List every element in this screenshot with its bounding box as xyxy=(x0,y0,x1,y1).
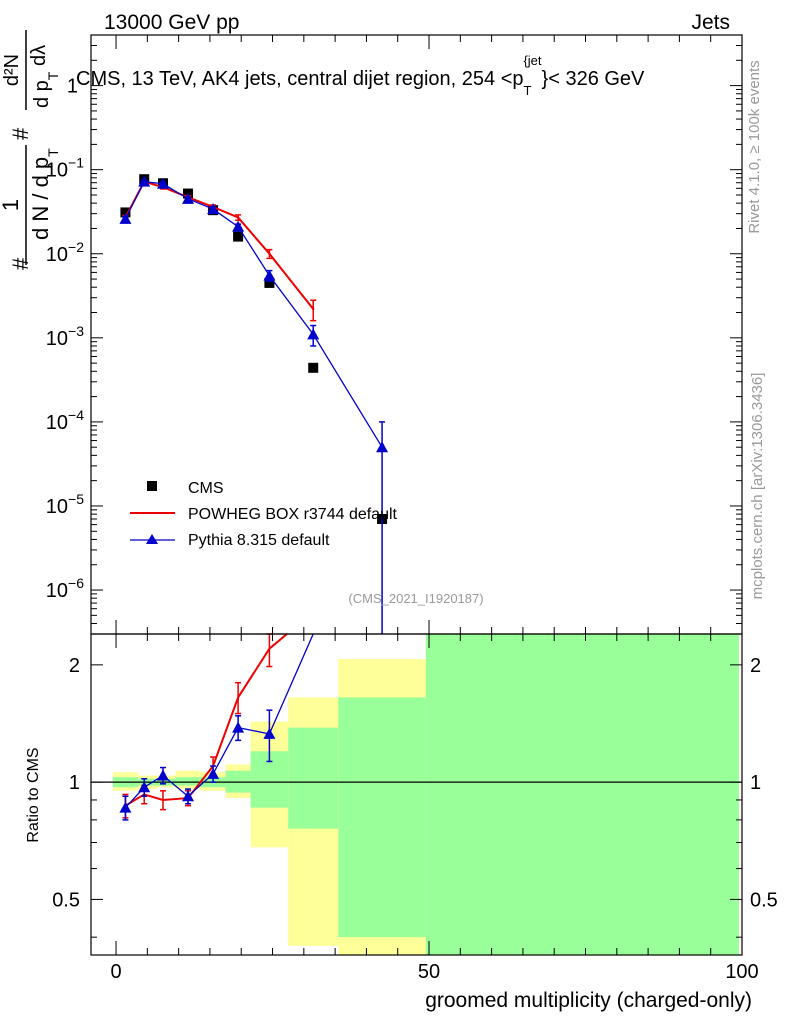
data-point-pythia xyxy=(232,220,245,232)
ratio-point-pythia xyxy=(156,769,169,781)
data-point-cms xyxy=(264,277,275,288)
chart-title-main: CMS, 13 TeV, AK4 jets, central dijet reg… xyxy=(76,68,524,90)
ratio-panel-frame xyxy=(90,633,743,956)
main-ytick-label-base: 10 xyxy=(46,328,68,350)
ratio-band-stat xyxy=(175,777,201,786)
main-ytick-label-one: 1 xyxy=(67,76,78,98)
legend-label-pythia: Pythia 8.315 default xyxy=(188,532,330,549)
main-ylabel-rhs-den: d pT xyxy=(31,71,61,108)
ratio-series-line-1 xyxy=(124,633,314,809)
ratio-band-stat xyxy=(338,697,426,938)
main-ytick-label: 10−5 xyxy=(46,491,84,518)
data-point-cms xyxy=(308,362,319,373)
ratio-ytick-label-right: 0.5 xyxy=(750,889,778,911)
chart-title-sub: T xyxy=(524,83,532,98)
chart-title: CMS, 13 TeV, AK4 jets, central dijet reg… xyxy=(76,53,645,98)
ratio-band-stat xyxy=(425,634,739,955)
data-point-pythia xyxy=(263,269,276,281)
legend: CMS POWHEG BOX r3744 default Pythia 8.31… xyxy=(130,480,398,549)
data-point-pythia xyxy=(307,328,320,340)
main-ytick-label-exp: −5 xyxy=(68,491,84,507)
ratio-band-stat xyxy=(288,727,339,829)
main-ylabel-rhs-den-sub: T xyxy=(45,71,61,80)
ratio-series-line-0 xyxy=(124,633,288,807)
main-ylabel-rhs-num: d²N xyxy=(1,54,23,86)
ratio-ytick-label-left: 0.5 xyxy=(52,889,80,911)
data-point-pythia xyxy=(138,175,151,187)
ratio-point-pythia xyxy=(232,721,245,733)
data-point-pythia xyxy=(207,203,220,215)
data-point-pythia xyxy=(156,177,169,189)
main-ytick-label-base: 10 xyxy=(46,580,68,602)
ratio-series xyxy=(119,633,314,821)
legend-label-cms: CMS xyxy=(188,480,224,497)
ratio-xtick-label: 100 xyxy=(725,961,758,983)
main-ylabel-rhs-den-text: d p xyxy=(31,80,53,108)
ratio-point-pythia xyxy=(119,801,132,813)
main-panel-series xyxy=(119,174,389,634)
main-ytick-label-exp: −6 xyxy=(68,575,84,591)
main-ytick-label: 10−3 xyxy=(46,323,84,350)
main-ytick-label: 10−2 xyxy=(46,239,84,266)
ratio-uncertainty-bands xyxy=(91,634,742,955)
main-ytick-label-base: 10 xyxy=(46,160,68,182)
ratio-xtick-label: 50 xyxy=(418,961,440,983)
main-ylabel-den-text: d N / d p xyxy=(28,157,53,240)
data-point-powheg xyxy=(312,307,315,311)
ratio-ytick-label-right: 2 xyxy=(750,655,761,677)
main-ylabel-den-sub: T xyxy=(45,148,61,157)
mcplots-label: mcplots.cern.ch [arXiv:1306.3436] xyxy=(749,373,766,600)
main-ytick-label-exp: −3 xyxy=(68,323,84,339)
main-ylabel: # 1 d N / d pT # d²N d pT dλ xyxy=(0,30,61,270)
main-ytick-label-base: 10 xyxy=(46,412,68,434)
main-ytick-label: 10−4 xyxy=(46,407,84,434)
ratio-point-pythia xyxy=(263,727,276,739)
main-ylabel-num: 1 xyxy=(0,199,23,211)
ratio-point-pythia xyxy=(138,781,151,793)
ratio-xtick-label: 0 xyxy=(110,961,121,983)
xaxis-label: groomed multiplicity (charged-only) xyxy=(425,989,752,1012)
chart-title-tail: }< 326 GeV xyxy=(542,68,646,90)
data-point-pythia xyxy=(376,441,389,453)
main-ylabel-rhs-tail: dλ xyxy=(28,45,50,66)
main-ylabel-hash: # xyxy=(8,257,33,270)
header-collision-label: 13000 GeV pp xyxy=(104,11,239,34)
data-point-cms xyxy=(120,207,131,218)
main-ylabel-rhs-hash: # xyxy=(8,127,33,140)
main-series-line-1 xyxy=(124,180,315,310)
ratio-ytick-label-left: 1 xyxy=(69,772,80,794)
ratio-ylabel: Ratio to CMS xyxy=(25,747,42,842)
main-ytick-label-exp: −4 xyxy=(68,407,84,423)
data-point-pythia xyxy=(182,192,195,204)
main-ytick-label-exp: −1 xyxy=(68,155,84,171)
main-ytick-label-base: 10 xyxy=(46,496,68,518)
main-ytick-label-exp: −2 xyxy=(68,239,84,255)
main-ylabel-den: d N / d pT xyxy=(28,148,61,240)
ratio-ytick-label-right: 1 xyxy=(750,772,761,794)
legend-marker-pythia xyxy=(146,534,158,544)
legend-marker-cms xyxy=(147,481,157,491)
chart-title-sup: {jet xyxy=(523,53,541,68)
data-point-powheg xyxy=(236,216,240,219)
header-category-label: Jets xyxy=(691,11,730,34)
data-point-powheg xyxy=(268,252,271,255)
analysis-watermark: (CMS_2021_I1920187) xyxy=(348,591,483,606)
main-ytick-label: 10−6 xyxy=(46,575,84,602)
ratio-point-pythia xyxy=(207,767,220,779)
legend-label-powheg: POWHEG BOX r3744 default xyxy=(188,506,398,523)
data-point-cms xyxy=(233,231,244,242)
data-point-pythia xyxy=(119,212,132,224)
ratio-point-pythia xyxy=(182,790,195,802)
main-series-line-2 xyxy=(124,180,383,448)
main-ytick-label: 10−1 xyxy=(46,155,84,182)
rivet-version-label: Rivet 4.1.0, ≥ 100k events xyxy=(746,60,763,233)
main-ytick-label-base: 10 xyxy=(46,244,68,266)
ratio-ytick-label-left: 2 xyxy=(69,655,80,677)
